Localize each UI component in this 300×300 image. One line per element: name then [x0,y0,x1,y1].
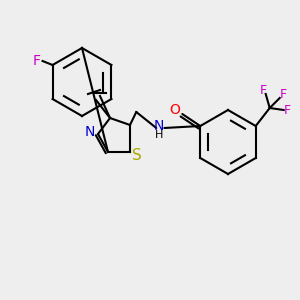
Text: N: N [154,119,164,133]
Text: N: N [85,125,95,139]
Text: F: F [260,83,267,97]
Text: F: F [280,88,287,100]
Text: S: S [132,148,142,164]
Text: F: F [33,54,41,68]
Text: O: O [169,103,180,117]
Text: F: F [284,103,291,116]
Text: H: H [155,130,164,140]
